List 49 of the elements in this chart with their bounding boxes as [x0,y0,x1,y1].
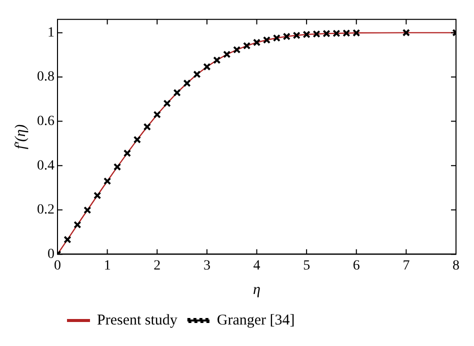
point [223,50,231,58]
x-tick-label: 3 [203,258,210,274]
point [352,29,360,37]
point [312,30,320,38]
point [272,34,281,42]
x-tick-label: 2 [154,258,161,274]
y-tick-label: 0.8 [37,70,54,85]
y-tick-label: 0 [48,246,54,262]
point [133,136,142,144]
point [302,30,310,38]
point [113,163,122,171]
point [322,30,330,38]
point [173,88,181,97]
x-tick-label: 6 [352,258,360,274]
y-tick-label: 1 [48,25,54,40]
point [242,42,251,50]
point [153,110,161,118]
point [203,62,211,71]
point [332,30,340,38]
x-tick-label: 5 [303,258,310,274]
point [74,220,82,229]
x-tick-label: 7 [402,258,410,274]
point [123,149,132,158]
y-tick-label: 0.6 [37,114,54,129]
point [103,177,112,185]
y-tick-label: 0.2 [37,202,54,218]
point [183,79,191,88]
point [342,29,350,37]
point [402,28,410,37]
x-tick-label: 1 [104,258,111,274]
point [213,56,221,64]
point [282,32,290,40]
y-axis-title: f′(η) [12,124,29,150]
point [232,46,241,54]
point [292,32,300,40]
legend-label: Granger [34] [216,312,295,328]
point [94,192,102,200]
point [252,38,261,46]
x-axis-title: η [253,282,260,298]
x-tick-label: 4 [253,258,260,274]
x-tick-label: 8 [452,258,460,274]
point [163,100,171,108]
y-tick-label: 0.4 [37,158,54,174]
point [64,236,72,244]
point [84,206,92,214]
legend-label: Present study [97,312,178,328]
point [193,70,201,78]
point [262,36,271,44]
point [143,123,151,131]
